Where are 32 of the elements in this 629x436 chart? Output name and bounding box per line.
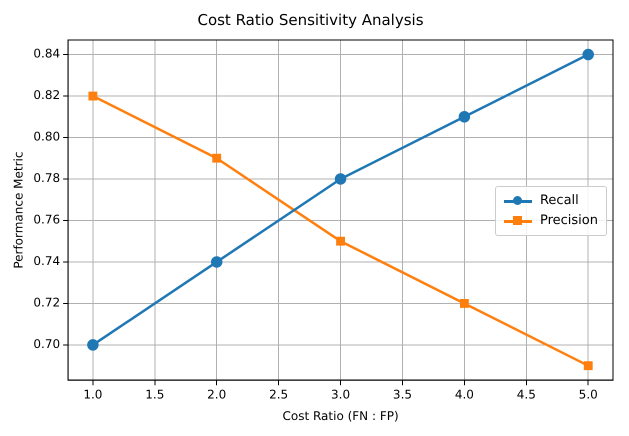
x-tick-label: 3.0	[331, 388, 350, 402]
y-tick-label: 0.80	[33, 130, 60, 144]
x-tick-label: 2.0	[207, 388, 226, 402]
x-tick-label: 2.5	[269, 388, 288, 402]
point	[584, 361, 593, 370]
y-axis-title: Performance Metric	[11, 152, 26, 269]
point	[334, 173, 346, 185]
legend-label: Precision	[540, 212, 598, 230]
chart-title: Cost Ratio Sensitivity Analysis	[197, 10, 424, 29]
point	[582, 48, 594, 60]
x-tick-label: 4.5	[516, 388, 536, 402]
y-tick-label: 0.72	[33, 296, 60, 310]
y-tick-label: 0.78	[33, 171, 60, 186]
point	[336, 236, 345, 246]
point	[88, 92, 98, 100]
x-tick-label: 5.0	[578, 388, 598, 402]
point	[210, 256, 222, 268]
x-tick-label: 4.0	[454, 388, 474, 402]
y-tick-label: 0.84	[33, 46, 60, 61]
x-tick-label: 3.5	[392, 388, 412, 402]
x-tick-label: 1.5	[145, 388, 164, 402]
x-tick-label: 1.0	[83, 388, 102, 402]
legend-label: Recall	[540, 192, 579, 210]
y-tick-label: 0.74	[33, 254, 60, 268]
y-tick-label: 0.70	[33, 337, 60, 352]
x-axis-title: Cost Ratio (FN : FP)	[282, 408, 399, 423]
point	[212, 154, 222, 163]
y-tick-label: 0.82	[33, 88, 60, 102]
point	[460, 299, 469, 308]
point	[458, 111, 470, 123]
point	[87, 339, 99, 351]
y-tick-label: 0.76	[33, 212, 60, 227]
